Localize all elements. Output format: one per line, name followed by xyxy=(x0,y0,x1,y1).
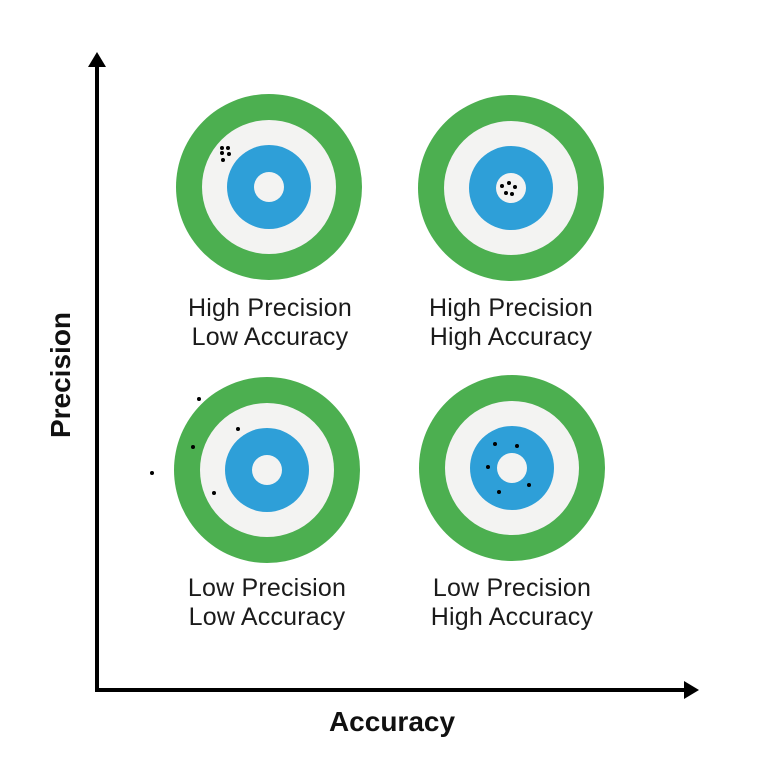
shot-dot xyxy=(486,465,490,469)
shot-dot xyxy=(527,483,531,487)
x-axis-label: Accuracy xyxy=(328,706,456,737)
caption-line1: Low Precision xyxy=(432,574,592,602)
caption-low-precision-low-accuracy: Low Precision Low Accuracy xyxy=(157,574,377,632)
shot-dot xyxy=(515,444,519,448)
shot-dot xyxy=(221,158,225,162)
shot-dot xyxy=(212,491,216,495)
caption-line2: Low Accuracy xyxy=(191,323,349,351)
shot-dot xyxy=(513,185,517,189)
x-axis-line xyxy=(95,688,687,692)
shot-dot xyxy=(236,427,240,431)
caption-line1: High Precision xyxy=(429,294,593,322)
shot-dot xyxy=(150,471,154,475)
shot-dot xyxy=(510,192,514,196)
caption-line2: Low Accuracy xyxy=(188,603,346,631)
shot-dot xyxy=(504,191,508,195)
y-axis-line xyxy=(95,60,99,692)
caption-line2: High Accuracy xyxy=(429,323,593,351)
shot-dot xyxy=(226,146,230,150)
caption-line1: High Precision xyxy=(188,294,352,322)
shot-dot xyxy=(497,490,501,494)
y-axis-arrow-icon xyxy=(88,52,106,67)
target-center-hole xyxy=(496,173,526,203)
shot-dot xyxy=(191,445,195,449)
shot-dot xyxy=(507,181,511,185)
target-center-hole xyxy=(254,172,284,202)
shot-dot xyxy=(493,442,497,446)
x-axis-arrow-icon xyxy=(684,681,699,699)
caption-high-precision-low-accuracy: High Precision Low Accuracy xyxy=(160,294,380,352)
shot-dot xyxy=(220,146,224,150)
target-center-hole xyxy=(497,453,527,483)
shot-dot xyxy=(197,397,201,401)
caption-high-precision-high-accuracy: High Precision High Accuracy xyxy=(401,294,621,352)
caption-low-precision-high-accuracy: Low Precision High Accuracy xyxy=(402,574,622,632)
shot-dot xyxy=(500,184,504,188)
shot-dot xyxy=(220,151,224,155)
caption-line2: High Accuracy xyxy=(430,603,594,631)
shot-dot xyxy=(227,152,231,156)
y-axis-label: Precision xyxy=(45,311,76,439)
caption-line1: Low Precision xyxy=(187,574,347,602)
target-center-hole xyxy=(252,455,282,485)
